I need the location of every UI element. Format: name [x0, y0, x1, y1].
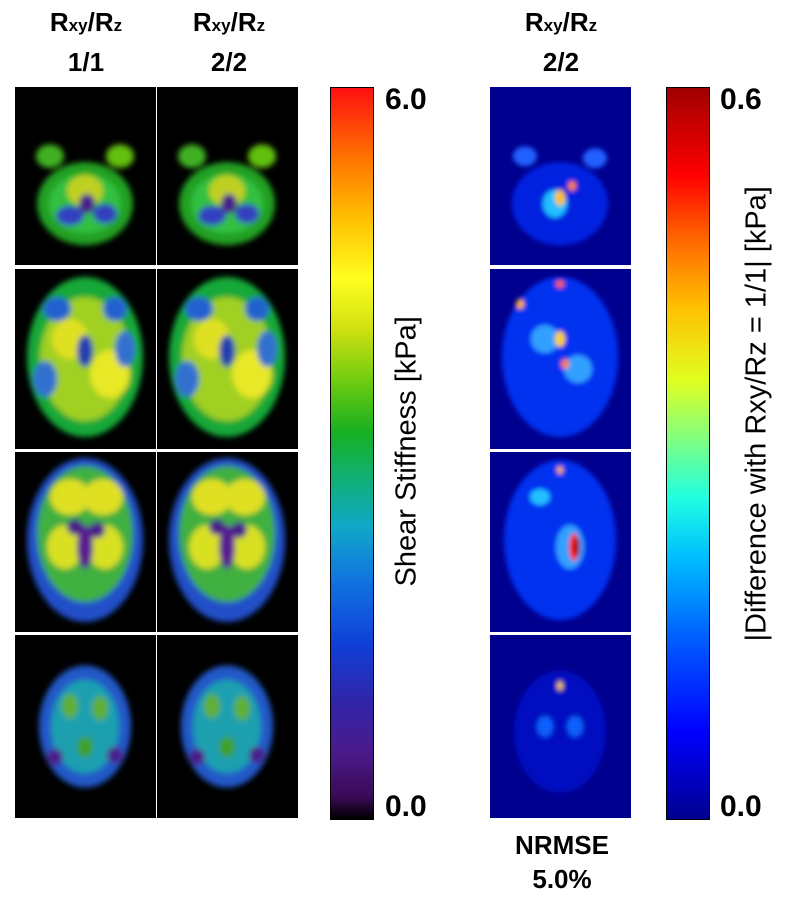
difference-colorbar-min-label: 0.0	[720, 790, 762, 823]
slice-panel	[490, 269, 631, 449]
slice-panel	[157, 635, 298, 818]
difference-colorbar-max-label: 0.6	[720, 83, 762, 116]
nrmse-label: NRMSE	[515, 830, 609, 860]
stiffness-colorbar-min-label: 0.0	[385, 790, 427, 823]
stiffness-column-1-1	[15, 87, 156, 818]
slice-panel	[15, 635, 156, 818]
header-col-2: Rxy/Rz 2/2	[192, 7, 266, 77]
difference-axis-label: |Difference with Rxy/Rz = 1/1| [kPa]	[740, 186, 773, 642]
slice-panel	[157, 269, 298, 449]
header-col-1: Rxy/Rz 1/1	[49, 7, 123, 77]
stiffness-colorbar-max-label: 6.0	[385, 83, 427, 116]
difference-column-2-2	[490, 87, 631, 818]
slice-panel	[15, 269, 156, 449]
slice-panel	[490, 87, 631, 265]
slice-panel	[15, 452, 156, 632]
stiffness-axis-label: Shear Stiffness [kPa]	[390, 316, 423, 587]
slice-panel	[490, 452, 631, 632]
nrmse-value: 5.0%	[532, 864, 592, 894]
difference-colorbar	[666, 87, 710, 820]
nrmse-caption: NRMSE 5.0%	[482, 828, 642, 896]
slice-panel	[157, 452, 298, 632]
stiffness-colorbar	[330, 87, 374, 820]
slice-panel	[15, 87, 156, 265]
slice-panel	[157, 87, 298, 265]
header-col-3: Rxy/Rz 2/2	[524, 7, 598, 77]
slice-panel	[490, 635, 631, 818]
stiffness-column-2-2	[157, 87, 298, 818]
